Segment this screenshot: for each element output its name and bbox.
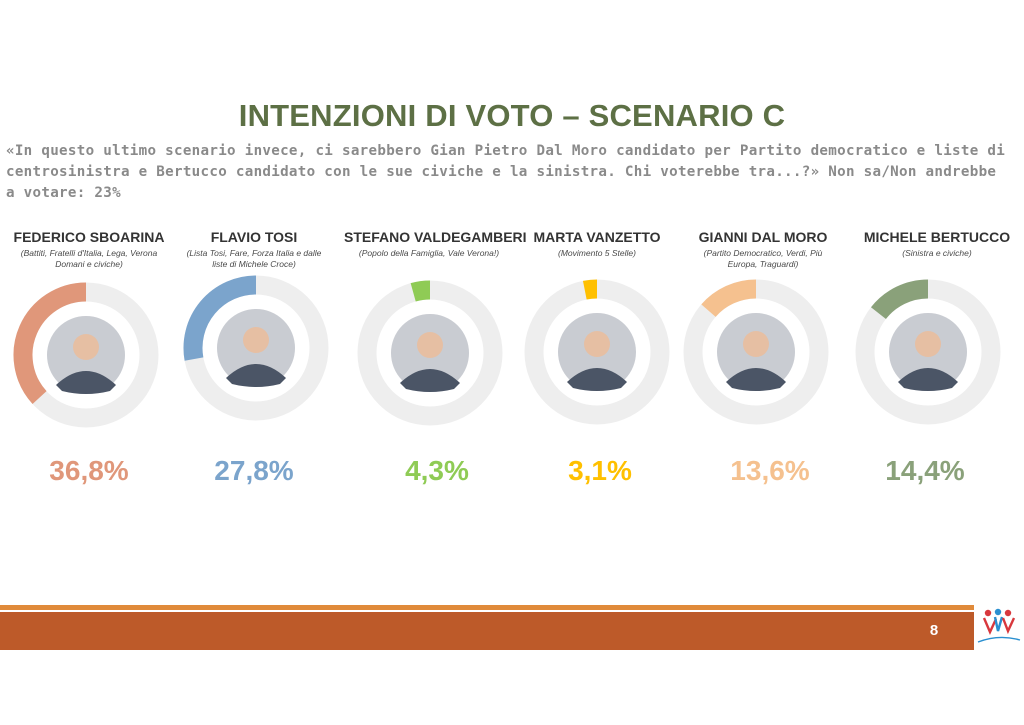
avatar-body: [898, 368, 958, 391]
candidate-party: (Lista Tosi, Fare, Forza Italia e dalle …: [186, 248, 322, 269]
candidate-name: FLAVIO TOSI: [210, 229, 298, 245]
avatar-head: [417, 332, 443, 358]
candidate-party: (Partito Democratico, Verdi, Più Europa,…: [703, 248, 823, 269]
winpoll-logo: [974, 604, 1024, 652]
footer-band: [0, 612, 974, 650]
avatar-body: [567, 368, 627, 391]
gauge: [13, 282, 159, 428]
avatar-head: [743, 331, 769, 357]
candidate-name: GIANNI DAL MORO: [698, 229, 828, 245]
page-number: 8: [929, 622, 939, 639]
avatar-head: [915, 331, 941, 357]
candidate-name: MICHELE BERTUCCO: [863, 229, 1011, 245]
gauge-value-arc: [870, 279, 929, 320]
candidate-header: FLAVIO TOSI (Lista Tosi, Fare, Forza Ita…: [169, 228, 339, 270]
avatar-body: [726, 368, 786, 391]
gauge-value-arc: [701, 279, 757, 318]
page-title: INTENZIONI DI VOTO – SCENARIO C: [238, 98, 786, 133]
avatar-head: [243, 327, 269, 353]
avatar-body: [226, 364, 286, 387]
candidate-header: MARTA VANZETTO (Movimento 5 Stelle): [512, 228, 682, 259]
value-label: 14,4%: [885, 455, 965, 486]
candidate-party: (Battiti, Fratelli d'Italia, Lega, Veron…: [20, 248, 158, 269]
avatar-head: [584, 331, 610, 357]
candidate-header: STEFANO VALDEGAMBERI (Popolo della Famig…: [344, 228, 527, 259]
gauge-value-arc: [13, 282, 87, 404]
candidate-name: STEFANO VALDEGAMBERI: [344, 229, 527, 245]
value-label: 4,3%: [405, 455, 469, 486]
candidate-party: (Movimento 5 Stelle): [558, 248, 636, 258]
candidate-header: MICHELE BERTUCCO (Sinistra e civiche): [852, 228, 1022, 259]
gauge-value-arc: [183, 275, 257, 361]
gauge: [357, 280, 503, 426]
question-text: «In questo ultimo scenario invece, ci sa…: [6, 143, 1006, 201]
candidate-header: FEDERICO SBOARINA (Battiti, Fratelli d'I…: [4, 228, 174, 270]
candidate-header: GIANNI DAL MORO (Partito Democratico, Ve…: [678, 228, 848, 270]
avatar-body: [56, 371, 116, 394]
gauge: [855, 279, 1001, 425]
avatar-head: [73, 334, 99, 360]
avatar-body: [400, 369, 460, 392]
gauge: [524, 279, 670, 425]
value-label: 36,8%: [49, 455, 129, 486]
candidate-name: MARTA VANZETTO: [533, 229, 661, 245]
gauge-value-arc: [410, 280, 431, 302]
value-label: 13,6%: [730, 455, 810, 486]
gauge-value-arc: [582, 279, 598, 300]
candidate-name: FEDERICO SBOARINA: [13, 229, 165, 245]
value-label: 27,8%: [214, 455, 294, 486]
candidate-party: (Sinistra e civiche): [902, 248, 972, 258]
value-label: 3,1%: [568, 455, 632, 486]
gauge: [683, 279, 829, 425]
footer-accent-line: [0, 605, 974, 610]
gauge: [183, 275, 329, 421]
candidate-party: (Popolo della Famiglia, Vale Verona!): [358, 248, 500, 258]
